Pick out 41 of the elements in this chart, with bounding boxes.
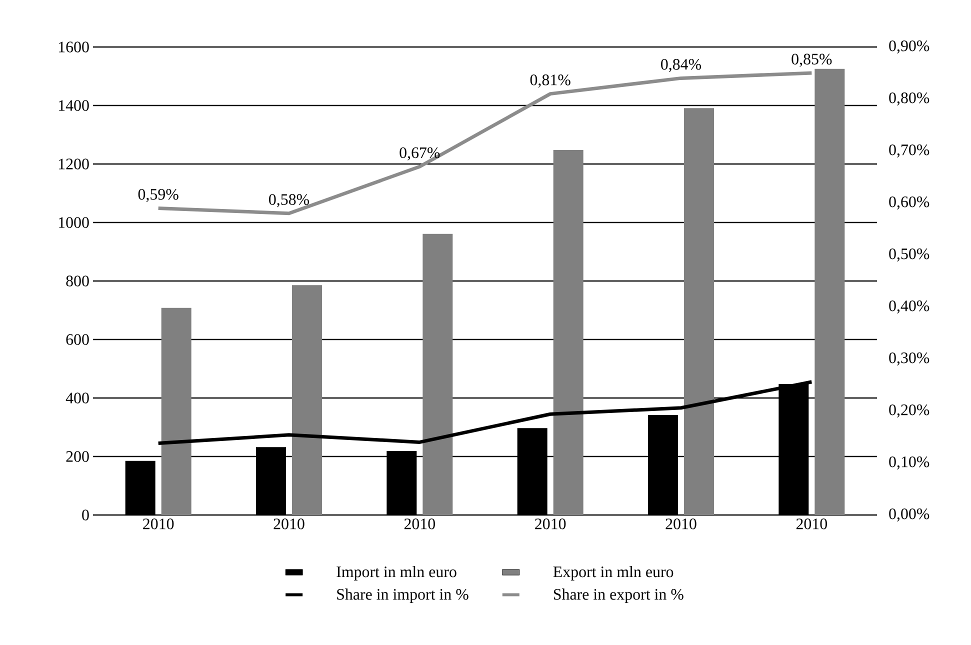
bar [553,150,584,515]
y-tick-label: 1000 [59,217,89,228]
y-tick-label: 200 [66,451,89,462]
data-label: 0,58% [269,194,310,208]
legend-label: Share in export in % [554,588,684,603]
y2-tick-label: 0,80% [889,92,930,106]
bar [161,308,192,515]
data-label: 0,67% [400,147,440,160]
x-tick-label: 2010 [143,518,174,530]
data-label: 0,84% [661,58,702,72]
y-tick-label: 1200 [59,158,89,170]
legend-label: Export in mln euro [553,566,674,580]
x-tick-label: 2010 [404,518,435,530]
y-tick-label: 400 [66,392,89,404]
y2-tick-label: 0,30% [889,352,930,366]
y-tick-label: 0 [82,510,89,520]
bar [684,108,714,515]
y-tick-label: 800 [66,276,89,286]
y2-tick-label: 0,60% [889,196,930,210]
y2-tick-label: 0,70% [889,144,930,158]
y2-tick-label: 0,90% [889,40,930,54]
bar [422,234,453,515]
y-tick-label: 1600 [59,42,89,52]
legend-label: Share in import in % [337,588,468,603]
bar [814,68,845,515]
data-label: 0,59% [138,188,178,202]
y2-tick-label: 0,40% [889,300,930,314]
y-tick-label: 600 [66,334,89,345]
legend-label: Import in mln euro [336,566,456,580]
y2-tick-label: 0,00% [889,508,930,522]
x-tick-label: 2010 [535,518,566,530]
bar [292,285,322,515]
x-tick-label: 2010 [796,518,827,530]
y-tick-label: 1400 [59,100,89,111]
x-tick-label: 2010 [274,518,304,530]
x-tick-label: 2010 [666,518,696,530]
y2-tick-label: 0,50% [889,248,930,262]
y2-tick-label: 0,10% [889,456,930,470]
data-label: 0,81% [530,74,570,88]
data-label: 0,85% [792,54,832,67]
y2-tick-label: 0,20% [889,404,930,418]
